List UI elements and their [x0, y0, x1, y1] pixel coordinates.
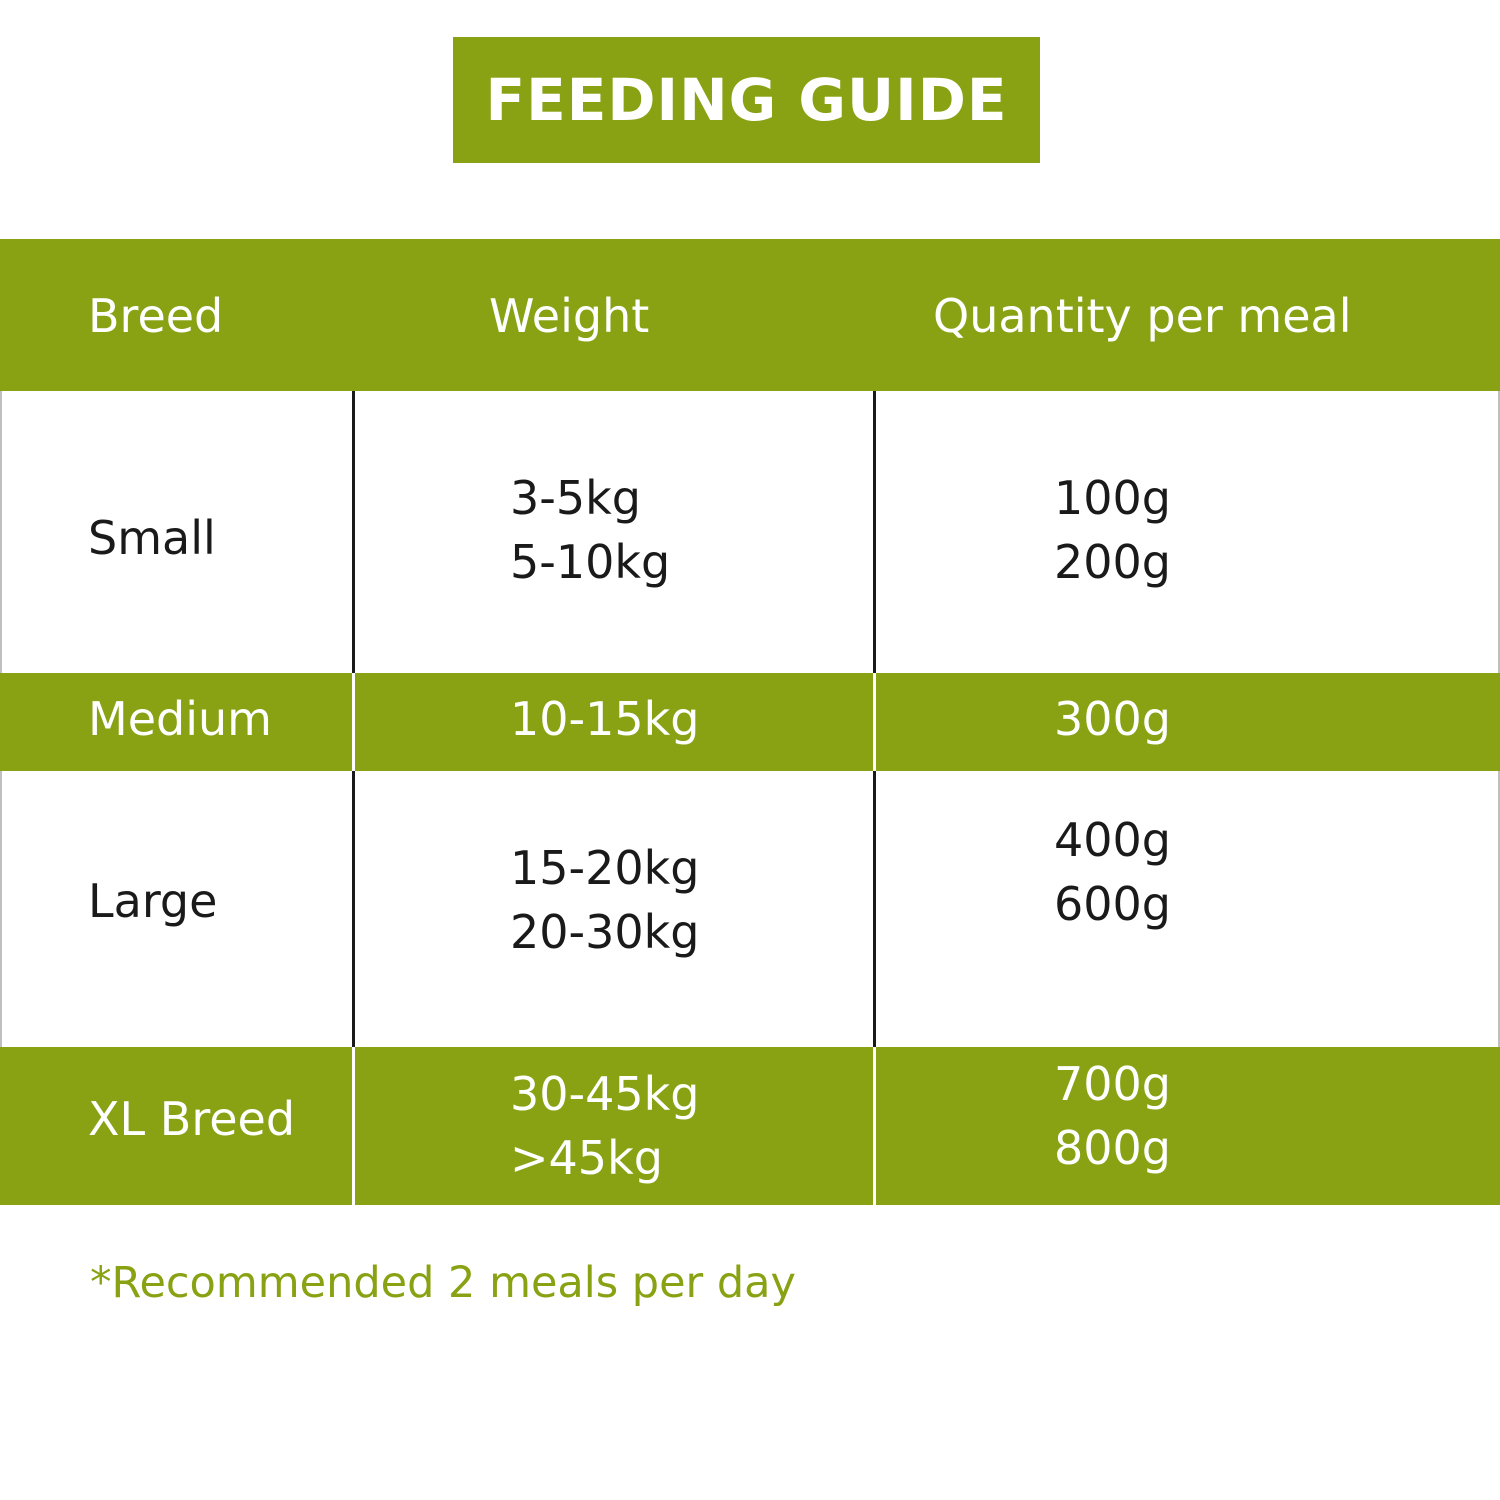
- quantity-value: 400g: [1054, 813, 1171, 867]
- breed-cell: Medium: [88, 692, 272, 746]
- table-header-row: [0, 239, 1500, 391]
- breed-cell: Large: [88, 874, 218, 928]
- weight-value: 5-10kg: [510, 535, 671, 589]
- table-right-edge: [1498, 771, 1500, 1047]
- column-divider: [873, 771, 876, 1047]
- footnote: *Recommended 2 meals per day: [90, 1258, 796, 1308]
- quantity-value: 100g: [1054, 471, 1171, 525]
- weight-value: >45kg: [510, 1131, 663, 1185]
- title-banner: FEEDING GUIDE: [453, 37, 1040, 163]
- breed-cell: Small: [88, 511, 216, 565]
- header-breed: Breed: [88, 289, 224, 343]
- weight-value: 15-20kg: [510, 841, 700, 895]
- table-left-edge: [0, 771, 2, 1047]
- weight-value: 20-30kg: [510, 905, 700, 959]
- table-row-medium-background: [0, 673, 1500, 771]
- column-divider: [873, 391, 876, 673]
- quantity-cell: 300g: [1054, 687, 1171, 751]
- table-right-edge: [1498, 391, 1500, 673]
- weight-cell: 3-5kg 5-10kg: [510, 466, 670, 594]
- column-divider: [352, 673, 355, 771]
- quantity-value: 600g: [1054, 877, 1171, 931]
- quantity-cell: 400g 600g: [1054, 808, 1171, 936]
- column-divider: [352, 391, 355, 673]
- quantity-cell: 100g 200g: [1054, 466, 1171, 594]
- column-divider: [352, 771, 355, 1047]
- weight-value: 30-45kg: [510, 1067, 700, 1121]
- quantity-value: 300g: [1054, 692, 1171, 746]
- weight-value: 3-5kg: [510, 471, 641, 525]
- weight-cell: 10-15kg: [510, 687, 700, 751]
- weight-cell: 15-20kg 20-30kg: [510, 836, 700, 964]
- quantity-value: 700g: [1054, 1057, 1171, 1111]
- quantity-value: 800g: [1054, 1121, 1171, 1175]
- quantity-cell: 700g 800g: [1054, 1052, 1171, 1180]
- column-divider: [873, 673, 876, 771]
- header-quantity: Quantity per meal: [933, 289, 1352, 343]
- column-divider: [352, 1047, 355, 1205]
- column-divider: [873, 1047, 876, 1205]
- breed-cell: XL Breed: [88, 1092, 296, 1146]
- table-left-edge: [0, 391, 2, 673]
- header-weight: Weight: [489, 289, 650, 343]
- page-title: FEEDING GUIDE: [485, 66, 1008, 134]
- quantity-value: 200g: [1054, 535, 1171, 589]
- weight-value: 10-15kg: [510, 692, 700, 746]
- table-row-xl-background: [0, 1047, 1500, 1205]
- weight-cell: 30-45kg >45kg: [510, 1062, 700, 1190]
